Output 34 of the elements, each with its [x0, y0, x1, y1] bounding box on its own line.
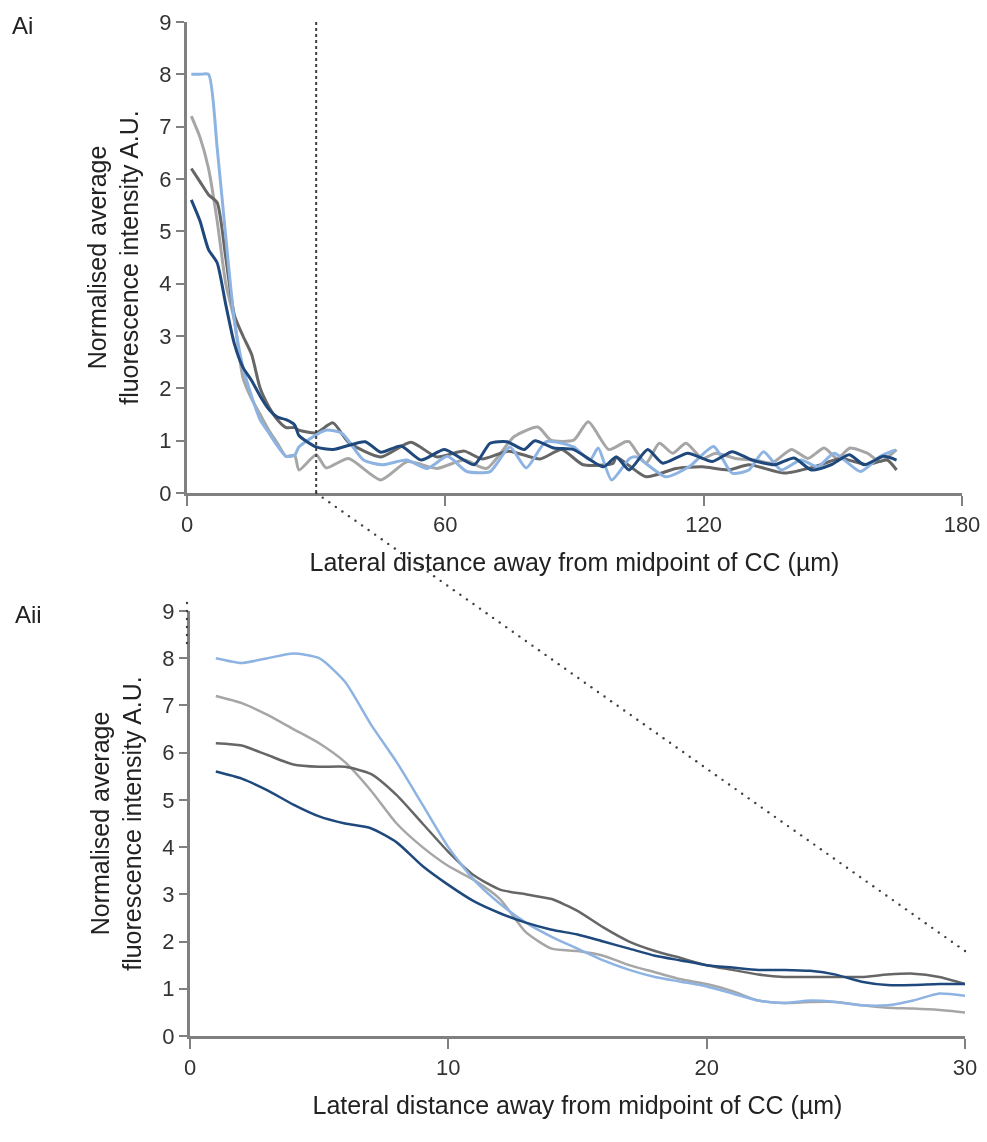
y-tick-label: 8: [162, 645, 175, 671]
x-tick-label: 20: [694, 1055, 719, 1081]
y-tick-label: 9: [162, 598, 175, 624]
chart-title: Aii: [15, 601, 42, 628]
x-tick-label: 120: [685, 512, 723, 538]
y-tick-label: 1: [162, 976, 175, 1002]
y-tick-label: 2: [159, 376, 172, 402]
x-tick-label: 30: [952, 1055, 978, 1081]
y-tick-label: 5: [162, 787, 175, 813]
y-tick-label: 2: [162, 929, 175, 955]
y-tick-label: 7: [159, 114, 172, 140]
x-tick-label: 60: [433, 512, 458, 538]
x-tick-label: 180: [943, 512, 981, 538]
y-tick-label: 9: [159, 9, 172, 35]
y-tick-label: 3: [159, 323, 172, 349]
y-tick-label: 7: [162, 693, 175, 719]
y-tick-label: 8: [159, 62, 172, 88]
x-tick-label: 0: [183, 1055, 197, 1081]
chart-title: Ai: [12, 12, 34, 39]
y-axis-title: Normalised average fluorescence intensity A.U.: [85, 676, 147, 971]
y-axis-title: Normalised average fluorescence intensity A.U.: [82, 110, 144, 405]
y-tick-label: 4: [159, 271, 172, 297]
x-tick-label: 0: [180, 512, 194, 538]
y-tick-label: 6: [162, 740, 175, 766]
y-tick-label: 3: [162, 882, 175, 908]
y-tick-label: 6: [159, 166, 172, 192]
y-tick-label: 4: [162, 834, 175, 860]
y-tick-label: 5: [159, 219, 172, 245]
x-axis-title: Lateral distance away from midpoint of CC (µm): [309, 548, 840, 577]
y-tick-label: 1: [159, 428, 172, 454]
x-axis-title: Lateral distance away from midpoint of CC (µm): [312, 1091, 843, 1120]
y-tick-label: 0: [162, 1023, 175, 1049]
x-tick-label: 10: [436, 1055, 461, 1081]
y-tick-label: 0: [159, 480, 172, 506]
